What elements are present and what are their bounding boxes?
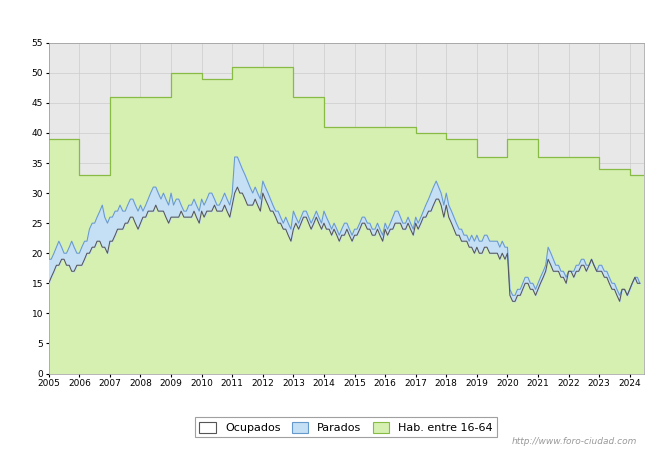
Text: http://www.foro-ciudad.com: http://www.foro-ciudad.com bbox=[512, 436, 637, 446]
Text: Villanueva de Guadamejud - Evolucion de la poblacion en edad de Trabajar Mayo de: Villanueva de Guadamejud - Evolucion de … bbox=[59, 12, 591, 25]
Legend: Ocupados, Parados, Hab. entre 16-64: Ocupados, Parados, Hab. entre 16-64 bbox=[195, 417, 497, 437]
